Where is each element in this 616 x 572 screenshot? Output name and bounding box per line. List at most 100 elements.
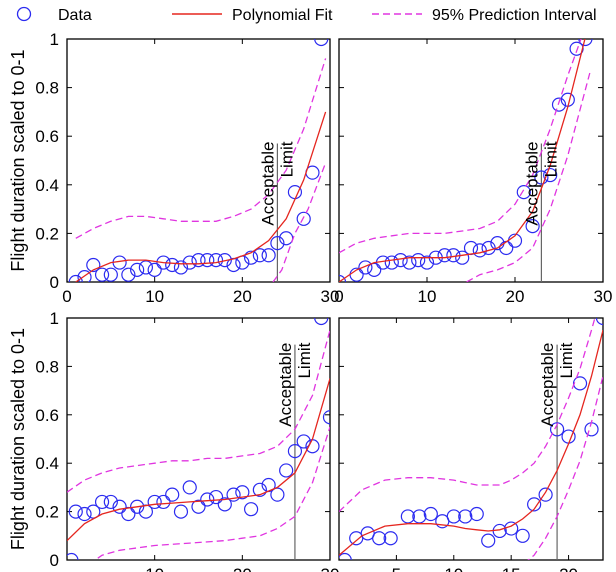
- top-right-plot-area: [339, 39, 593, 282]
- top-left-ytick-label: 0.2: [35, 224, 59, 243]
- bottom-left-data-point: [94, 494, 110, 510]
- bottom-left-data-point: [67, 552, 79, 560]
- top-left-prediction-interval-3: [272, 162, 327, 282]
- top-left-xtick-label: 0: [62, 287, 71, 306]
- top-left-xtick-label: 10: [145, 287, 164, 306]
- top-left-xtick-label: 30: [321, 287, 340, 306]
- top-left-data-point: [182, 255, 197, 270]
- top-left-data-point: [244, 250, 259, 265]
- bottom-left-ytick-label: 0.4: [35, 454, 59, 473]
- bottom-left-xtick-label: 30: [321, 565, 340, 572]
- bottom-right-data-point: [481, 533, 496, 548]
- bottom-left-limit-label-line: Acceptable: [276, 343, 295, 427]
- top-right-data-point: [472, 243, 487, 258]
- top-left-data-point: [94, 267, 110, 282]
- bottom-left-data-point: [191, 499, 206, 514]
- bottom-left-data-point: [68, 504, 83, 519]
- bottom-left-data-point: [287, 444, 303, 459]
- bottom-left-plot-area: [67, 318, 330, 560]
- legend-fit-label: Polynomial Fit: [232, 7, 333, 24]
- bottom-right-data-point: [458, 509, 473, 524]
- bottom-left-data-point: [314, 318, 329, 326]
- top-left-data-point: [252, 248, 267, 263]
- bottom-right-data-point: [538, 487, 553, 502]
- legend-interval-label: 95% Prediction Interval: [432, 7, 597, 24]
- bottom-left-xtick-label: 10: [145, 565, 164, 572]
- bottom-right-data-point: [339, 552, 352, 560]
- bottom-right-fit-line: [339, 329, 603, 556]
- top-left-ytick-label: 0.6: [35, 127, 59, 146]
- top-right-fit-line: [339, 39, 586, 282]
- bottom-left-data-point: [208, 489, 224, 505]
- top-left-xtick-label: 20: [233, 287, 252, 306]
- top-left-data-point: [130, 262, 145, 277]
- top-left-data-point: [191, 253, 206, 268]
- bottom-left-data-point: [217, 497, 232, 512]
- bottom-right-axes-frame: [338, 317, 604, 561]
- top-left-data-point: [147, 262, 162, 277]
- bottom-right-limit-label-line: Acceptable: [538, 343, 557, 427]
- top-left-data-point: [270, 236, 285, 251]
- bottom-left-data-point: [270, 487, 285, 502]
- top-right-data-point: [551, 97, 567, 112]
- bottom-right-data-point: [492, 523, 507, 539]
- bottom-left-data-point: [200, 492, 215, 507]
- bottom-left-panel: 10 20 30 0 0.2 0.4 0.6 0.8 1 Flight duration scal…: [8, 309, 339, 572]
- bottom-left-data-point: [103, 494, 118, 510]
- top-left-data-point: [261, 248, 276, 263]
- top-right-data-point: [358, 260, 373, 275]
- top-left-data-point: [314, 39, 329, 47]
- top-left-axes-frame: [66, 38, 331, 283]
- bottom-right-xtick-label: 15: [502, 565, 521, 572]
- bottom-left-data-point: [77, 506, 92, 522]
- bottom-right-limit-label-line: Limit: [557, 342, 576, 378]
- bottom-left-data-point: [156, 494, 171, 510]
- bottom-left-data-point: [130, 499, 145, 514]
- bottom-left-data-point: [182, 480, 197, 495]
- bottom-left-data-point: [252, 482, 267, 497]
- top-left-data-point: [287, 184, 303, 200]
- bottom-right-data-point: [584, 422, 599, 437]
- top-left-data-point: [217, 253, 232, 268]
- bottom-left-data-point: [112, 499, 127, 514]
- legend-data-marker: [16, 6, 32, 22]
- top-right-data-point: [437, 248, 452, 263]
- bottom-left-limit-label-line: Limit: [295, 342, 314, 378]
- bottom-right-xtick-label: 5: [392, 565, 401, 572]
- top-right-panel: 0 10 20 30 Acceptable Limit: [334, 38, 612, 306]
- top-right-xtick-label: 0: [334, 287, 343, 306]
- bottom-right-data-point: [383, 531, 398, 546]
- top-left-data-point: [86, 257, 101, 273]
- top-right-data-point: [516, 184, 531, 200]
- bottom-left-data-point: [235, 485, 250, 500]
- top-left-limit-label-line: Limit: [277, 141, 296, 177]
- bottom-left-data-point: [121, 506, 136, 522]
- bottom-left-prediction-interval-3: [93, 426, 330, 560]
- top-right-xtick-label: 20: [506, 287, 525, 306]
- bottom-left-axes-frame: [66, 317, 331, 561]
- bottom-left-data-point: [244, 502, 259, 517]
- top-right-data-point: [534, 170, 549, 185]
- top-left-ytick-label: 0: [50, 273, 59, 292]
- bottom-right-data-point: [412, 509, 427, 524]
- bottom-left-xtick-label: 20: [233, 565, 252, 572]
- top-left-ytick-label: 0.4: [35, 176, 59, 195]
- top-right-data-point: [419, 255, 435, 270]
- bottom-left-ytick-label: 0.2: [35, 503, 59, 522]
- bottom-right-data-point: [469, 506, 484, 522]
- top-right-data-point: [384, 255, 399, 270]
- bottom-left-ytick-label: 1: [50, 309, 59, 328]
- top-left-data-point: [208, 253, 224, 268]
- bottom-left-ylabel: Flight duration scaled to 0-1: [8, 328, 28, 550]
- top-right-data-point: [411, 253, 426, 268]
- bottom-left-data-point: [147, 494, 162, 510]
- top-left-ytick-label: 1: [50, 30, 59, 49]
- top-left-panel: 0 10 20 30 0 0.2 0.4 0.6 0.8 1 Flight duration sca…: [8, 30, 339, 306]
- bottom-right-data-point: [549, 422, 565, 437]
- bottom-right-data-point: [515, 528, 530, 543]
- bottom-right-plot-area: [339, 318, 603, 560]
- top-left-limit-label-line: Acceptable: [258, 141, 277, 225]
- top-right-xtick-label: 10: [418, 287, 437, 306]
